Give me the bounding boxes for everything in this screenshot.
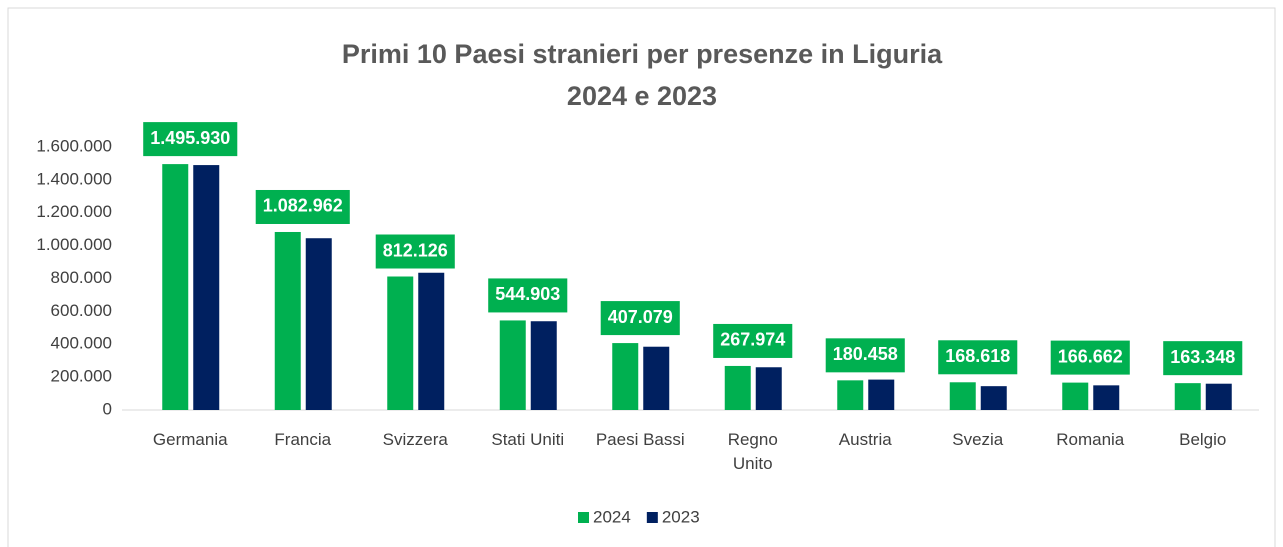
x-tick-label-box: Svizzera [382,430,448,449]
data-label-group: 1.082.962 [255,189,350,224]
bar [612,343,639,410]
bar [868,379,895,410]
legend-label: 2024 [593,507,631,526]
x-tick-label-box: Francia [274,430,332,449]
bar [305,238,332,410]
x-tick-label-box: Svezia [952,430,1004,449]
chart-subtitle: 2024 e 2023 [567,81,717,111]
data-label: 1.082.962 [263,196,343,216]
data-label: 267.974 [720,330,785,350]
data-label-group: 1.495.930 [143,122,238,157]
data-label-group: 267.974 [713,323,793,358]
bar [162,164,189,410]
bar [1093,385,1120,410]
bar [980,386,1007,410]
bar [193,165,220,410]
y-tick-label: 200.000 [51,367,112,386]
x-tick-label-box: Romania [1056,430,1125,449]
bar [724,365,751,410]
bar [499,320,526,410]
x-tick-label: Svizzera [382,430,448,449]
x-tick-label: Germania [152,430,228,449]
data-label-group: 407.079 [600,301,680,336]
data-label: 163.348 [1170,347,1235,367]
bar [1205,383,1232,410]
data-label: 166.662 [1058,346,1123,366]
bar [530,321,557,410]
y-tick-label: 1.600.000 [36,136,112,155]
y-tick-label: 400.000 [51,334,112,353]
legend-label: 2023 [662,507,700,526]
x-tick-label: Francia [274,430,332,449]
data-label-box [143,122,238,157]
y-tick-label: 0 [103,399,112,418]
bar [387,276,414,410]
x-tick-label: Romania [1056,430,1125,449]
x-tick-label: Svezia [952,430,1004,449]
y-tick-label: 1.400.000 [36,169,112,188]
x-tick-label-box: Austria [838,430,892,449]
bar [837,380,864,410]
bar [643,346,670,410]
x-tick-label: Stati Uniti [491,430,565,449]
data-label-group: 544.903 [488,278,568,313]
bar [1174,383,1201,410]
data-label-group: 168.618 [938,340,1018,375]
x-tick-label-box: Regno Unito [727,430,778,473]
y-tick-label: 600.000 [51,301,112,320]
data-label-group: 180.458 [825,338,905,373]
chart-title: Primi 10 Paesi stranieri per presenze in… [342,39,943,69]
legend-swatch [578,512,589,523]
x-tick-label-box: Germania [152,430,228,449]
bar [1062,382,1089,410]
data-label-box [488,278,568,313]
data-label-group: 166.662 [1050,340,1130,375]
data-label: 168.618 [945,346,1010,366]
x-tick-label-box: Belgio [1179,430,1227,449]
x-tick-label: Regno Unito [727,430,778,473]
x-tick-label-box: Paesi Bassi [595,430,685,449]
legend-swatch [646,512,658,523]
y-tick-label: 1.000.000 [36,235,112,254]
x-tick-label-box: Stati Uniti [491,430,565,449]
data-label-box [713,323,793,358]
data-label-box [375,234,455,269]
bar [274,231,301,410]
data-label-group: 163.348 [1163,341,1243,376]
data-label-group: 812.126 [375,234,455,269]
data-label: 180.458 [833,344,898,364]
x-tick-label: Belgio [1179,430,1227,449]
x-tick-label: Paesi Bassi [595,430,685,449]
data-label: 812.126 [383,240,448,260]
x-tick-label: Austria [838,430,892,449]
data-label-box [825,338,905,373]
data-label-box [600,301,680,336]
y-tick-label: 1.200.000 [36,202,112,221]
data-label: 544.903 [495,284,560,304]
data-label: 1.495.930 [150,128,230,148]
data-label: 407.079 [608,307,673,327]
data-label-box [255,189,350,224]
data-label-box [1050,340,1130,375]
data-label-box [1163,341,1243,376]
data-label-box [938,340,1018,375]
bar [755,367,782,410]
bar [418,272,445,410]
y-tick-label: 800.000 [51,268,112,287]
bar [949,382,976,410]
